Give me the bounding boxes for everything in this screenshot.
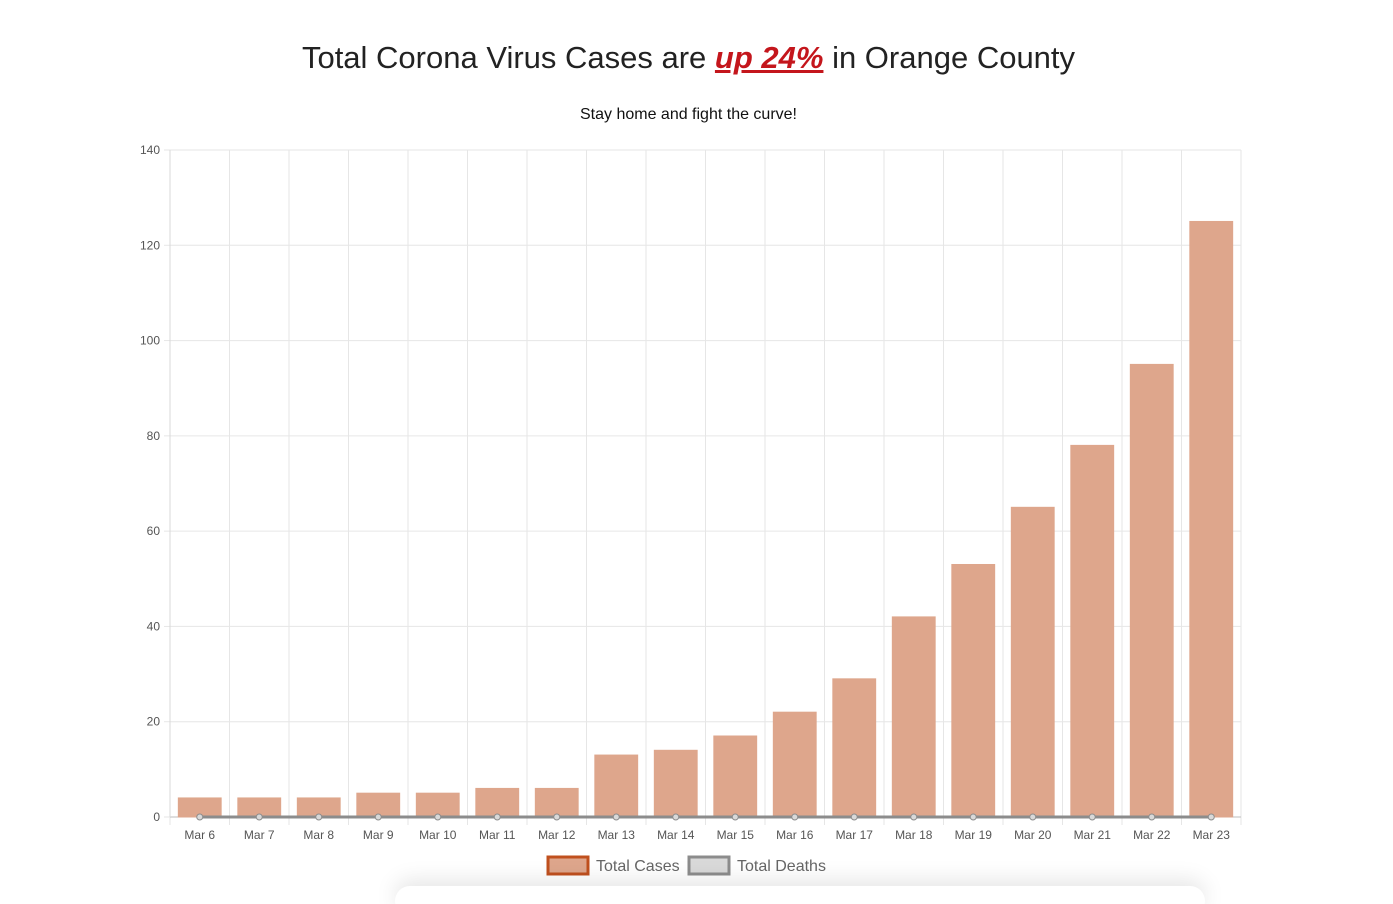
legend-total-deaths[interactable]: Total Deaths xyxy=(687,855,826,876)
percent-change-highlight: up 24% xyxy=(714,40,824,75)
x-tick-label: Mar 17 xyxy=(836,828,874,842)
bar-mar-10[interactable] xyxy=(415,792,460,818)
x-tick-label: Mar 6 xyxy=(184,828,215,842)
y-tick-label: 0 xyxy=(153,810,160,824)
chart-legend: Total Cases Total Deaths xyxy=(546,855,826,876)
deaths-point[interactable] xyxy=(553,813,561,821)
x-tick-label: Mar 22 xyxy=(1133,828,1171,842)
cases-bars xyxy=(177,220,1234,818)
x-tick-label: Mar 15 xyxy=(717,828,755,842)
deaths-point[interactable] xyxy=(493,813,501,821)
legend-total-cases-swatch xyxy=(546,855,590,876)
bar-mar-22[interactable] xyxy=(1129,363,1174,818)
x-tick-label: Mar 7 xyxy=(244,828,275,842)
x-tick-label: Mar 19 xyxy=(955,828,993,842)
x-tick-label: Mar 18 xyxy=(895,828,933,842)
deaths-point[interactable] xyxy=(1029,813,1037,821)
legend-total-deaths-swatch xyxy=(687,855,731,876)
y-tick-label: 40 xyxy=(147,619,161,633)
x-tick-label: Mar 8 xyxy=(303,828,334,842)
bar-mar-13[interactable] xyxy=(594,754,639,818)
deaths-point[interactable] xyxy=(1207,813,1215,821)
y-tick-label: 120 xyxy=(140,238,160,252)
deaths-point[interactable] xyxy=(612,813,620,821)
bar-mar-20[interactable] xyxy=(1010,506,1055,818)
deaths-point[interactable] xyxy=(850,813,858,821)
deaths-point[interactable] xyxy=(1088,813,1096,821)
x-tick-label: Mar 10 xyxy=(419,828,457,842)
deaths-point[interactable] xyxy=(731,813,739,821)
page-subtitle: Stay home and fight the curve! xyxy=(579,106,797,123)
deaths-point[interactable] xyxy=(434,813,442,821)
bar-mar-15[interactable] xyxy=(713,735,758,818)
x-tick-label: Mar 11 xyxy=(479,828,516,842)
x-tick-label: Mar 14 xyxy=(657,828,695,842)
x-tick-label: Mar 20 xyxy=(1014,828,1052,842)
x-tick-label: Mar 12 xyxy=(538,828,576,842)
x-tick-label: Mar 9 xyxy=(363,828,394,842)
x-tick-label: Mar 13 xyxy=(598,828,636,842)
y-tick-label: 60 xyxy=(147,524,161,538)
deaths-point[interactable] xyxy=(910,813,918,821)
bar-mar-21[interactable] xyxy=(1070,444,1115,818)
deaths-point[interactable] xyxy=(374,813,382,821)
x-tick-label: Mar 16 xyxy=(776,828,814,842)
bar-mar-12[interactable] xyxy=(534,787,579,818)
x-tick-label: Mar 23 xyxy=(1193,828,1231,842)
deaths-line xyxy=(196,813,1215,821)
bar-mar-18[interactable] xyxy=(891,616,936,818)
deaths-point[interactable] xyxy=(791,813,799,821)
footer-card-edge xyxy=(395,886,1205,904)
y-tick-label: 100 xyxy=(140,334,160,348)
deaths-point[interactable] xyxy=(255,813,263,821)
deaths-point[interactable] xyxy=(969,813,977,821)
title-prefix: Total Corona Virus Cases are xyxy=(301,40,715,75)
bar-mar-11[interactable] xyxy=(475,787,520,818)
bar-mar-9[interactable] xyxy=(356,792,401,818)
bar-mar-17[interactable] xyxy=(832,678,877,818)
deaths-point[interactable] xyxy=(196,813,204,821)
chart-axes: 0 20 40 60 80 100 120 140 Mar 6 Mar 7 Mar 8 Mar 9 Ma… xyxy=(140,143,1241,842)
y-tick-label: 80 xyxy=(147,429,161,443)
deaths-point[interactable] xyxy=(672,813,680,821)
bar-mar-19[interactable] xyxy=(951,563,996,818)
y-tick-label: 20 xyxy=(147,715,161,729)
bar-mar-23[interactable] xyxy=(1189,220,1234,818)
legend-total-cases[interactable]: Total Cases xyxy=(546,855,680,876)
bar-mar-16[interactable] xyxy=(772,711,817,818)
y-tick-label: 140 xyxy=(140,143,160,157)
legend-total-deaths-label: Total Deaths xyxy=(737,858,826,875)
legend-total-cases-label: Total Cases xyxy=(596,858,680,875)
bar-mar-14[interactable] xyxy=(653,749,698,818)
deaths-point[interactable] xyxy=(315,813,323,821)
title-suffix: in Orange County xyxy=(823,40,1076,75)
x-tick-label: Mar 21 xyxy=(1074,828,1112,842)
deaths-point[interactable] xyxy=(1148,813,1156,821)
page-title: Total Corona Virus Cases are up 24% in O… xyxy=(0,40,1377,76)
